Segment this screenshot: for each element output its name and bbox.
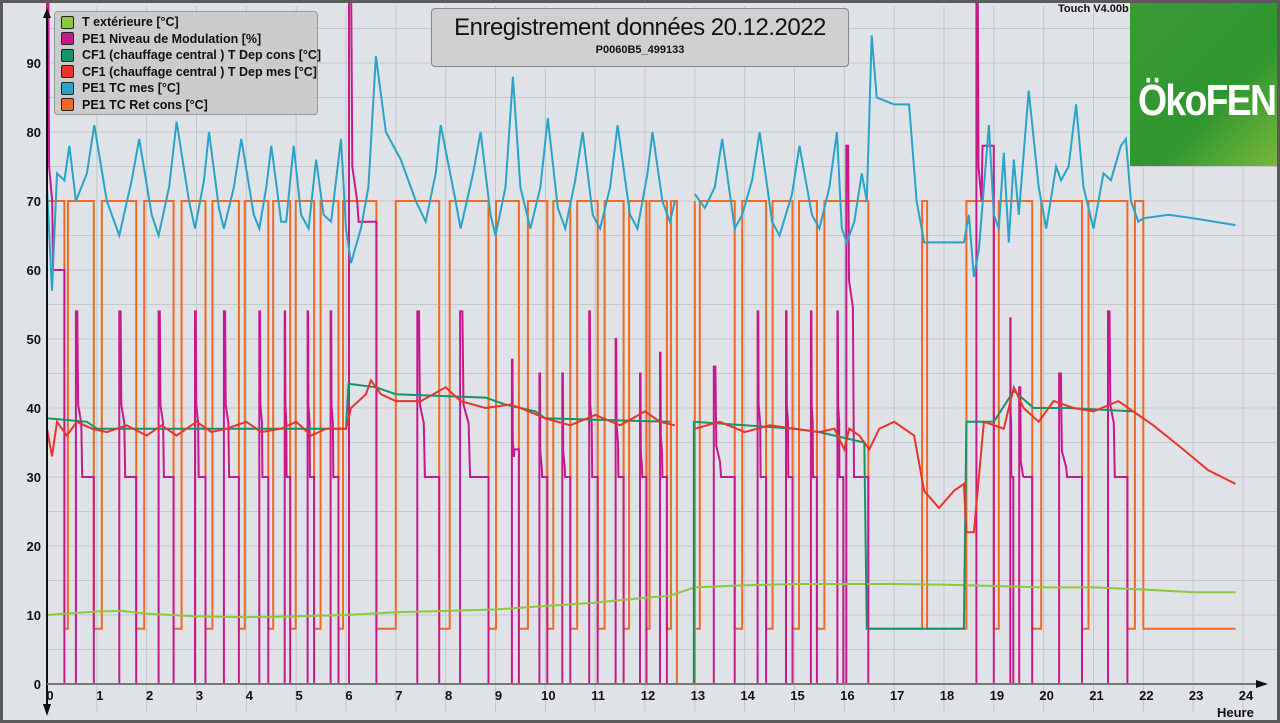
x-tick-label: 9 <box>495 688 502 703</box>
x-tick-label: 2 <box>146 688 153 703</box>
title-box: Enregistrement données 20.12.2022 P0060B… <box>431 8 849 67</box>
legend-swatch <box>61 32 74 46</box>
x-tick-label: 14 <box>740 688 755 703</box>
y-tick-label: 60 <box>27 263 41 278</box>
legend: T extérieure [°C] PE1 Niveau de Modulati… <box>54 11 321 115</box>
series-layer <box>46 3 1236 685</box>
x-tick-label: 13 <box>691 688 705 703</box>
legend-label: T extérieure [°C] <box>82 15 179 30</box>
y-tick-label: 70 <box>27 194 41 209</box>
x-tick-label: 6 <box>345 688 352 703</box>
legend-label: PE1 TC Ret cons [°C] <box>82 97 208 112</box>
x-tick-label: 22 <box>1139 688 1153 703</box>
x-tick-label: 0 <box>46 688 53 703</box>
x-axis-arrow-icon <box>1256 680 1268 688</box>
legend-swatch <box>61 98 74 112</box>
legend-item-dep-mes: CF1 (chauffage central ) T Dep mes [°C] <box>61 64 317 81</box>
x-tick-label: 21 <box>1089 688 1103 703</box>
series-ret-cons-line <box>46 200 1236 685</box>
series-t-ext-line <box>46 583 1236 619</box>
legend-label: PE1 TC mes [°C] <box>82 81 181 96</box>
x-tick-label: 4 <box>246 688 254 703</box>
version-label: Touch V4.00b <box>1058 3 1129 15</box>
y-tick-label: 80 <box>27 125 41 140</box>
legend-swatch <box>61 48 74 62</box>
legend-swatch <box>61 81 74 95</box>
series-tc-mes-line <box>46 35 1236 291</box>
chart-title: Enregistrement données 20.12.2022 <box>454 14 826 41</box>
legend-item-modulation: PE1 Niveau de Modulation [%] <box>61 31 311 48</box>
y-tick-label: 0 <box>34 677 41 692</box>
legend-item-dep-cons: CF1 (chauffage central ) T Dep cons [°C] <box>61 47 321 64</box>
x-tick-label: 10 <box>541 688 555 703</box>
x-tick-label: 24 <box>1239 688 1254 703</box>
y-tick-label: 20 <box>27 539 41 554</box>
y-tick-label: 50 <box>27 332 41 347</box>
x-tick-label: 7 <box>395 688 402 703</box>
x-tick-label: 15 <box>790 688 804 703</box>
legend-swatch <box>61 15 74 29</box>
x-tick-label: 3 <box>196 688 203 703</box>
x-tick-label: 5 <box>296 688 303 703</box>
series-dep-cons-line <box>46 382 1134 684</box>
legend-item-ret-cons: PE1 TC Ret cons [°C] <box>61 97 311 114</box>
y-tick-label: 90 <box>27 56 41 71</box>
y-tick-label: 40 <box>27 401 41 416</box>
x-tick-label: 17 <box>890 688 904 703</box>
y-axis-down-arrow-icon <box>43 704 51 716</box>
y-tick-label: 30 <box>27 470 41 485</box>
legend-label: CF1 (chauffage central ) T Dep mes [°C] <box>82 64 317 79</box>
legend-item-tc-mes: PE1 TC mes [°C] <box>61 80 311 97</box>
chart-subtitle: P0060B5_499133 <box>595 44 685 56</box>
legend-swatch <box>61 65 74 79</box>
x-tick-label: 11 <box>591 688 605 703</box>
x-tick-label: 23 <box>1189 688 1203 703</box>
legend-label: CF1 (chauffage central ) T Dep cons [°C] <box>82 48 322 63</box>
x-tick-label: 18 <box>940 688 954 703</box>
x-tick-label: 1 <box>96 688 103 703</box>
okofen-logo: ÖkoFEN <box>1130 3 1277 166</box>
x-tick-label: 19 <box>990 688 1004 703</box>
series-modulation-line <box>46 3 1236 685</box>
legend-item-t-ext: T extérieure [°C] <box>61 14 311 31</box>
y-axis-up-arrow-icon <box>43 8 51 18</box>
logo-text: ÖkoFEN <box>1138 76 1277 125</box>
x-tick-label: 8 <box>445 688 452 703</box>
x-tick-label: 20 <box>1039 688 1053 703</box>
y-tick-label: 10 <box>27 608 41 623</box>
series-dep-mes-line <box>46 378 1236 534</box>
x-axis-label: Heure <box>1217 705 1254 720</box>
x-tick-label: 16 <box>840 688 854 703</box>
legend-label: PE1 Niveau de Modulation [%] <box>82 31 262 46</box>
x-tick-label: 12 <box>641 688 655 703</box>
